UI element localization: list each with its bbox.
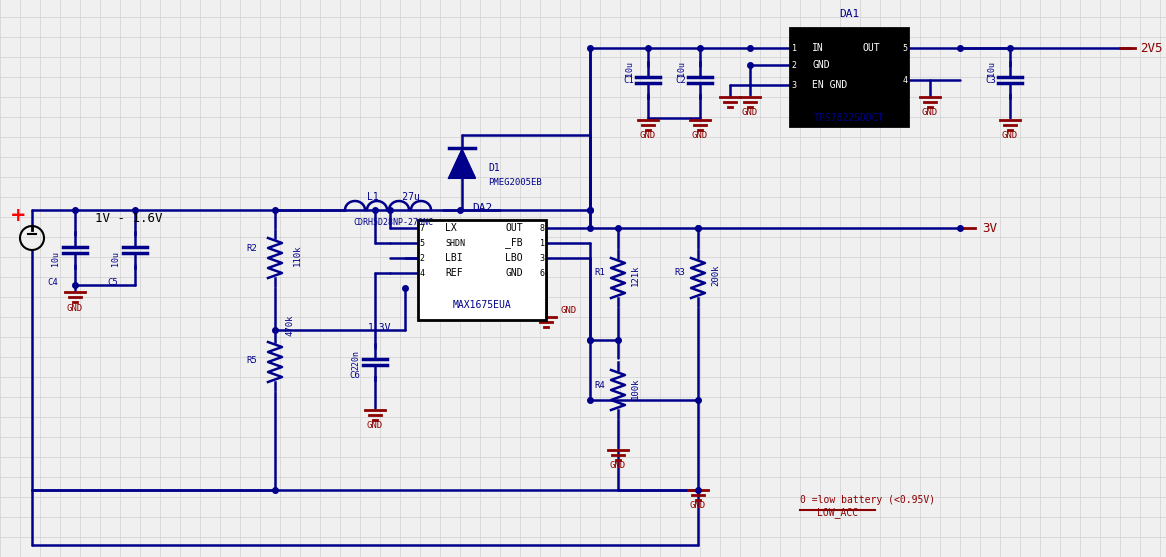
Text: GND: GND [691, 130, 708, 139]
Text: 8: 8 [540, 223, 545, 232]
Text: C5: C5 [107, 277, 118, 286]
Text: PMEG2005EB: PMEG2005EB [489, 178, 542, 187]
Text: CDRH5D28NP-270NC: CDRH5D28NP-270NC [353, 217, 433, 227]
Text: C1: C1 [624, 76, 634, 85]
Text: 10u: 10u [111, 251, 120, 266]
Text: 5: 5 [420, 238, 424, 247]
Text: OUT: OUT [505, 223, 522, 233]
Text: L1    27u: L1 27u [366, 192, 420, 202]
Text: GND: GND [505, 268, 522, 278]
Bar [417, 220, 546, 320]
Text: 4: 4 [420, 268, 424, 277]
Text: GND: GND [610, 461, 626, 470]
Text: 2V5: 2V5 [1140, 42, 1163, 55]
Text: R2: R2 [246, 243, 257, 252]
Text: 1: 1 [540, 238, 545, 247]
Text: 2: 2 [420, 253, 424, 262]
Text: 100k: 100k [631, 377, 640, 399]
Text: GND: GND [66, 304, 83, 312]
Text: TPS78225DDCT: TPS78225DDCT [814, 113, 884, 123]
Text: 3V: 3V [982, 222, 997, 234]
Text: 200k: 200k [711, 264, 719, 286]
Text: LBO: LBO [505, 253, 522, 263]
Text: 7: 7 [420, 223, 424, 232]
Text: LX: LX [445, 223, 457, 233]
Text: LBI: LBI [445, 253, 463, 263]
Text: 10u: 10u [986, 61, 996, 76]
Text: R4: R4 [595, 380, 605, 389]
Text: OUT: OUT [862, 43, 879, 53]
Text: DA1: DA1 [838, 9, 859, 19]
Text: GND: GND [742, 108, 758, 116]
Text: LOW_ACC: LOW_ACC [817, 507, 858, 519]
Polygon shape [449, 150, 475, 178]
Text: R1: R1 [595, 267, 605, 276]
Text: 10u: 10u [677, 61, 686, 76]
Text: 470k: 470k [285, 314, 294, 336]
Text: 10u: 10u [51, 251, 59, 266]
Text: EN GND: EN GND [812, 80, 848, 90]
Text: SHDN: SHDN [445, 238, 465, 247]
Text: R3: R3 [674, 267, 684, 276]
Text: GND: GND [690, 501, 707, 510]
Text: DA2: DA2 [472, 203, 492, 213]
Text: 10u: 10u [625, 61, 634, 76]
Text: 0 =low battery (<0.95V): 0 =low battery (<0.95V) [800, 495, 935, 505]
Text: GND: GND [560, 305, 576, 315]
Text: 3: 3 [540, 253, 545, 262]
Text: REF: REF [445, 268, 463, 278]
Text: GND: GND [812, 60, 830, 70]
Text: GND: GND [1002, 130, 1018, 139]
Text: R5: R5 [246, 355, 257, 364]
Text: C3: C3 [985, 76, 996, 85]
Text: 2: 2 [792, 61, 796, 70]
Text: IN: IN [812, 43, 823, 53]
Text: 1: 1 [792, 43, 796, 52]
Text: +: + [9, 206, 27, 224]
Text: _FB: _FB [505, 237, 522, 248]
Text: 1.3V: 1.3V [368, 323, 392, 333]
Text: 4: 4 [902, 76, 907, 85]
Text: MAX1675EUA: MAX1675EUA [452, 300, 512, 310]
Text: GND: GND [640, 130, 656, 139]
Text: C2: C2 [675, 76, 686, 85]
Text: GND: GND [922, 108, 939, 116]
Text: 110k: 110k [293, 245, 302, 266]
Text: GND: GND [367, 421, 384, 429]
Text: 121k: 121k [631, 264, 640, 286]
Text: 5: 5 [902, 43, 907, 52]
Bar [791, 28, 908, 126]
Text: C6: C6 [350, 370, 360, 379]
Text: 6: 6 [540, 268, 545, 277]
Text: 1V - 1.6V: 1V - 1.6V [94, 212, 162, 224]
Text: 220n: 220n [351, 350, 360, 370]
Text: D1: D1 [489, 163, 500, 173]
Text: C4: C4 [48, 277, 58, 286]
Text: 3: 3 [792, 81, 796, 90]
